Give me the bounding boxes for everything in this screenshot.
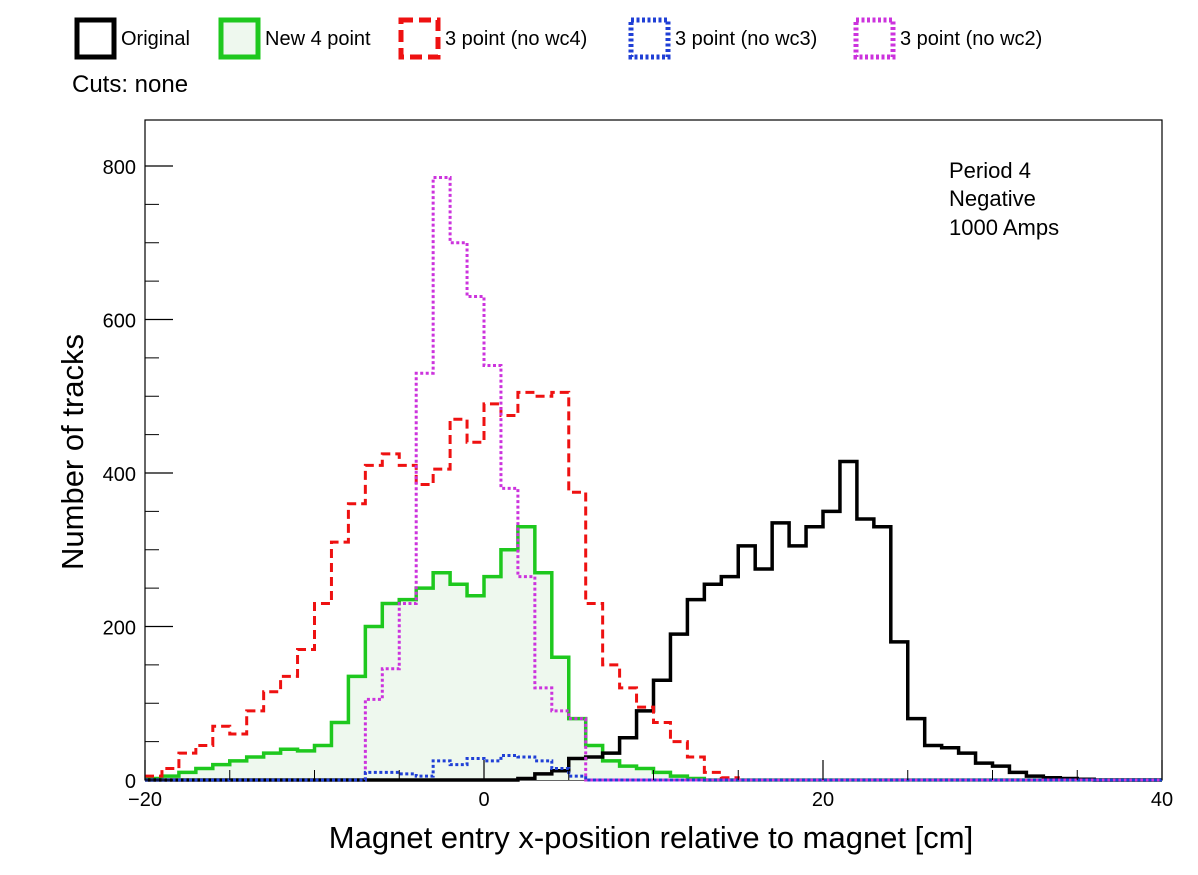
legend-swatch [74,17,117,60]
series-lines [145,176,1162,782]
series-line [145,524,1162,782]
legend-swatch [853,17,896,60]
legend-label: 3 point (no wc2) [900,28,1042,50]
legend-label: 3 point (no wc3) [675,28,817,50]
series-fills [145,526,1162,780]
y-tick-label: 600 [103,311,136,333]
legend-label: New 4 point [265,28,371,50]
legend-label: 3 point (no wc4) [445,28,587,50]
annotation-period: Period 4 [949,158,1031,183]
legend-swatch [398,17,441,60]
legend-swatch [218,17,261,60]
x-axis-label: Magnet entry x-position relative to magn… [329,820,973,855]
legend-label: Original [121,28,190,50]
y-tick-label: 200 [103,618,136,640]
x-tick-label: 20 [812,789,834,811]
series-line [145,459,1162,782]
y-axis-label: Number of tracks [55,334,90,570]
y-tick-label: 0 [125,771,136,793]
y-tick-label: 800 [103,157,136,179]
legend: Original New 4 point 3 point (no wc4) 3 poi… [74,17,1042,60]
x-tick-label: 40 [1151,789,1173,811]
x-tick-label: 0 [478,789,489,811]
y-tick-label: 400 [103,464,136,486]
x-tick-label: −20 [128,789,162,811]
annotation-current: 1000 Amps [949,215,1059,240]
cuts-label: Cuts: none [72,71,188,98]
series-line [145,390,1162,782]
legend-swatch [628,17,671,60]
annotation-polarity: Negative [949,186,1036,211]
series-fill [145,526,1162,780]
